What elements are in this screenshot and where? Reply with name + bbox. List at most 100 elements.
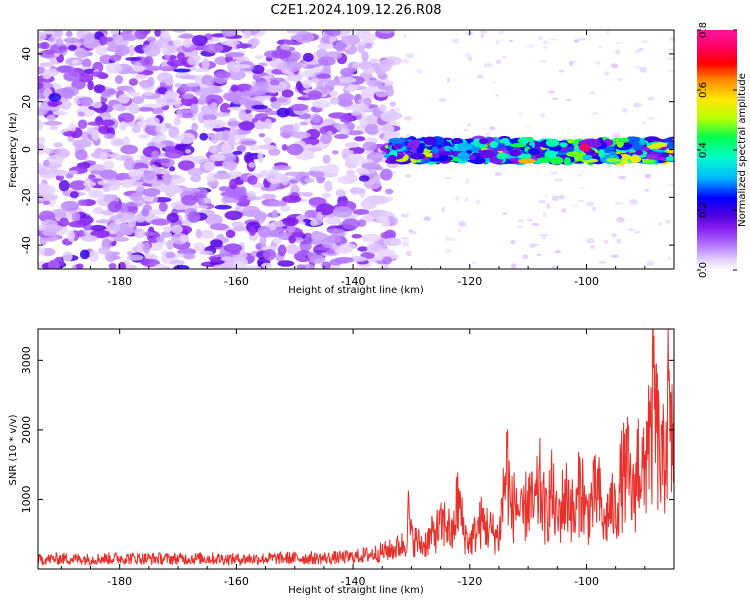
spectrogram-sparse-cell [522,254,529,260]
spectrogram-sparse-cell [618,175,627,180]
spectrogram-signal-cell [517,153,531,159]
spectrogram-noise-cell [283,39,294,45]
spectrogram-noise-cell [362,141,378,151]
spectrogram-signal-cell [496,152,508,160]
spectrogram-noise-cell [222,160,232,170]
spectrogram-sparse-cell [658,222,663,227]
spectrogram-noise-cell [367,114,377,125]
snr-series-line [38,329,674,567]
snr-xtick-label: -160 [224,575,249,588]
spectrogram-noise-cell [175,109,193,114]
spectrogram-signal-cell [409,152,426,160]
spectrogram-noise-cell [208,146,219,154]
spectrogram-signal-cell [431,146,439,154]
spectrogram-sparse-cell [616,238,622,244]
spectrogram-noise-cell [329,258,343,266]
spectrogram-noise-cell [235,43,253,49]
spectrogram-noise-cell [71,59,80,65]
spectrogram-noise-cell [290,103,309,112]
spectrogram-signal-cell [451,138,463,144]
spectrogram-sparse-cell [404,116,413,121]
spectrogram-sparse-cell [634,49,641,54]
spectrogram-noise-cell [337,175,357,185]
spectrogram-ylabel: Frequency (Hz) [8,112,19,188]
spectrogram-sparse-cell [644,173,652,179]
spectrogram-noise-cell [157,87,168,95]
spectrogram-noise-cell [316,73,331,79]
spectrogram-signal-cell [630,154,642,163]
spectrogram-noise-cell [283,77,301,82]
spectrogram-noise-cell [359,33,377,42]
spectrogram-noise-cell [43,121,63,126]
spectrogram-noise-cell [342,149,354,155]
snr-frame [37,328,675,570]
spectrogram-noise-cell [121,178,134,189]
spectrogram-noise-cell [46,114,56,122]
spectrogram-noise-cell [377,124,395,134]
spectrogram-noise-cell [352,209,370,215]
spectrogram-ticks: -180 -160 -140 -120 -100 -40 -20 0 20 40 [20,30,675,288]
spectrogram-noise-cell [227,120,242,127]
spectrogram-xtick-label: -120 [457,275,482,288]
spectrogram-noise-cell [166,59,187,67]
spectrogram-sparse-cell [614,201,624,205]
spectrogram-noise-cell [92,207,104,215]
spectrogram-noise-cell [95,44,108,56]
spectrogram-sparse-cell [502,55,506,60]
spectrogram-noise-cell [203,161,216,171]
spectrogram-sparse-cell [400,213,410,218]
spectrogram-noise-cell [340,67,354,77]
spectrogram-noise-cell [150,218,170,226]
spectrogram-noise-cell [302,52,314,63]
spectrogram-noise-cell [203,43,224,54]
spectrogram-noise-cell [251,104,268,110]
spectrogram-noise-cell [75,263,84,269]
spectrogram-sparse-cell [604,239,609,244]
spectrogram-sparse-cell [558,194,565,200]
spectrogram-signal-cell [388,137,404,144]
spectrogram-noise-cell [128,44,135,57]
spectrogram-noise-cell [168,166,176,172]
spectrogram-noise-cell [197,111,206,124]
spectrogram-panel: -180 -160 -140 -120 -100 -40 -20 0 20 40 Height o… [8,29,675,296]
spectrogram-noise-cell [189,103,199,115]
spectrogram-sparse-cell [467,123,472,127]
spectrogram-noise-cell [326,228,344,234]
snr-xtick-label: -180 [107,575,132,588]
spectrogram-signal-cell [393,143,403,150]
spectrogram-noise-cell [143,44,161,57]
spectrogram-ytick-label: -40 [20,236,33,254]
spectrogram-noise-cell [141,65,161,71]
spectrogram-sparse-cell [598,45,602,49]
spectrogram-noise-cell [95,219,112,224]
spectrogram-noise-cell [310,78,320,83]
spectrogram-noise-cell [238,109,247,119]
spectrogram-noise-cell [236,201,250,207]
spectrogram-noise-cell [345,130,364,136]
spectrogram-noise-cell [271,49,292,59]
spectrogram-noise-cell [183,86,200,92]
spectrogram-noise-cell [60,200,80,212]
spectrogram-noise-cell [248,226,257,237]
spectrogram-noise-cell [307,147,323,152]
spectrogram-noise-cell [88,250,99,262]
spectrogram-noise-cell [257,225,271,238]
spectrogram-noise-cell [214,204,232,210]
spectrogram-sparse-cell [595,61,601,65]
spectrogram-noise-cell [307,90,323,100]
spectrogram-noise-cell [264,118,273,130]
spectrogram-noise-cell [349,187,366,194]
spectrogram-noise-cell [364,42,373,49]
spectrogram-noise-cell [261,193,277,200]
spectrogram-xtick-label: -160 [224,275,249,288]
spectrogram-noise-cell [316,48,328,60]
spectrogram-ytick-label: 0 [20,146,33,153]
spectrogram-noise-cell [151,150,160,160]
spectrogram-noise-cell [361,233,382,243]
spectrogram-noise-cell [102,182,111,193]
spectrogram-noise-cell [145,116,160,127]
spectrogram-noise-cell [318,56,336,66]
figure-title: C2E1.2024.109.12.26.R08 [270,3,441,18]
spectrogram-noise-cell [88,174,95,180]
spectrogram-sparse-cell [398,112,402,118]
